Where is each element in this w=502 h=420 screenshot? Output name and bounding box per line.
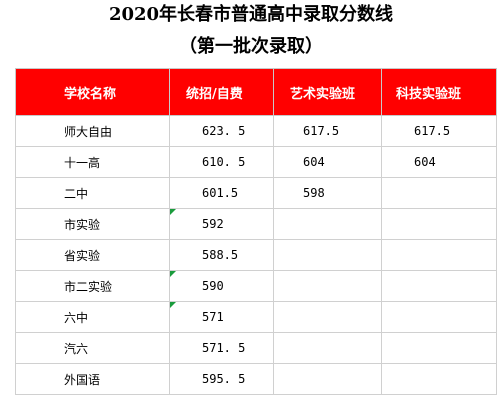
table-row: 省实验 588.5	[15, 239, 497, 271]
cell-general: 571	[169, 301, 274, 333]
cell-flag-icon	[170, 302, 176, 308]
cell-tech	[381, 208, 497, 240]
cell-school: 二中	[15, 177, 170, 209]
cell-general: 601.5	[169, 177, 274, 209]
header-general: 统招/自费	[169, 68, 274, 116]
cell-tech	[381, 239, 497, 271]
table-row: 汽六 571. 5	[15, 332, 497, 364]
cell-tech	[381, 177, 497, 209]
cell-art: 598	[273, 177, 382, 209]
cell-school: 省实验	[15, 239, 170, 271]
score-table: 学校名称 统招/自费 艺术实验班 科技实验班 师大自由 623. 5 617.5…	[15, 68, 497, 395]
table-row: 师大自由 623. 5 617.5 617.5	[15, 115, 497, 147]
table-row: 市二实验 590	[15, 270, 497, 302]
cell-general: 592	[169, 208, 274, 240]
header-school: 学校名称	[15, 68, 170, 116]
table-row: 二中 601.5 598	[15, 177, 497, 209]
cell-tech: 617.5	[381, 115, 497, 147]
header-row: 学校名称 统招/自费 艺术实验班 科技实验班	[15, 68, 497, 116]
cell-general: 571. 5	[169, 332, 274, 364]
cell-flag-icon	[170, 209, 176, 215]
cell-tech	[381, 270, 497, 302]
cell-art	[273, 332, 382, 364]
cell-tech	[381, 301, 497, 333]
cell-art	[273, 301, 382, 333]
table-row: 十一高 610. 5 604 604	[15, 146, 497, 178]
cell-art: 604	[273, 146, 382, 178]
cell-tech: 604	[381, 146, 497, 178]
cell-art	[273, 270, 382, 302]
cell-general: 610. 5	[169, 146, 274, 178]
page-subtitle: （第一批次录取）	[179, 36, 323, 57]
table-row: 六中 571	[15, 301, 497, 333]
cell-art: 617.5	[273, 115, 382, 147]
cell-school: 十一高	[15, 146, 170, 178]
cell-school: 外国语	[15, 363, 170, 395]
cell-general: 590	[169, 270, 274, 302]
table-row: 市实验 592	[15, 208, 497, 240]
cell-art	[273, 363, 382, 395]
header-tech-class: 科技实验班	[381, 68, 497, 116]
cell-school: 汽六	[15, 332, 170, 364]
cell-flag-icon	[170, 271, 176, 277]
cell-general: 595. 5	[169, 363, 274, 395]
header-art-class: 艺术实验班	[273, 68, 382, 116]
page-title: 2020年长春市普通高中录取分数线	[108, 4, 394, 25]
cell-school: 六中	[15, 301, 170, 333]
cell-art	[273, 239, 382, 271]
cell-tech	[381, 332, 497, 364]
cell-school: 市实验	[15, 208, 170, 240]
table-row: 外国语 595. 5	[15, 363, 497, 395]
cell-tech	[381, 363, 497, 395]
cell-general: 588.5	[169, 239, 274, 271]
cell-art	[273, 208, 382, 240]
cell-school: 市二实验	[15, 270, 170, 302]
cell-school: 师大自由	[15, 115, 170, 147]
cell-general: 623. 5	[169, 115, 274, 147]
